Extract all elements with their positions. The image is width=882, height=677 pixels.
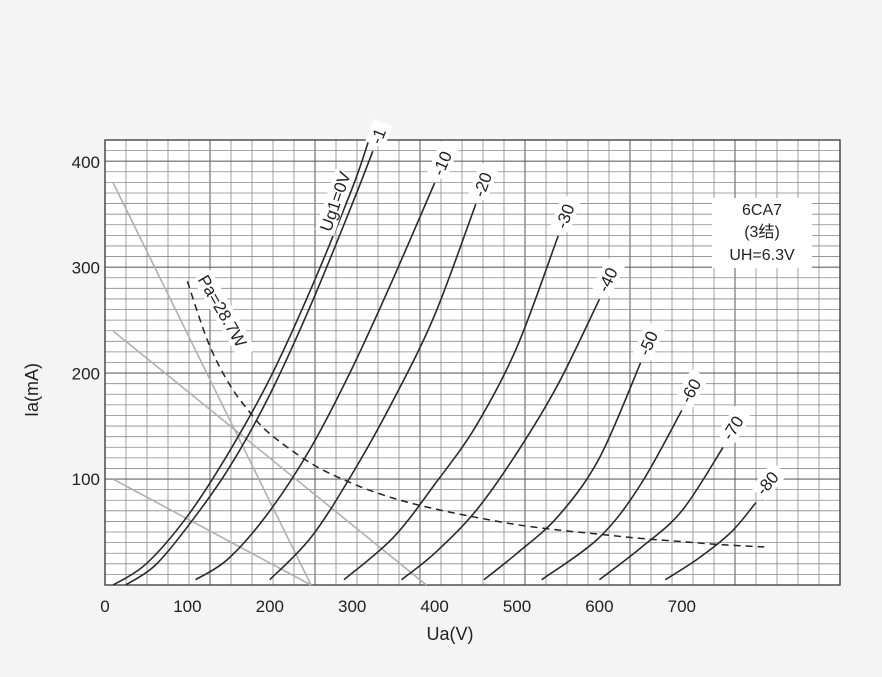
info-heater: UH=6.3V <box>729 247 795 264</box>
power-limit-curve <box>186 281 765 548</box>
y-tick-label: 400 <box>72 153 100 172</box>
power-limit-label-bg <box>192 269 257 360</box>
curve-label-bg <box>750 461 788 501</box>
curve-line <box>483 362 642 581</box>
curve-line <box>598 447 724 581</box>
curve-line <box>401 298 601 581</box>
y-tick-label: 300 <box>72 259 100 278</box>
curve-label-bg <box>468 162 499 202</box>
y-tick-label: 100 <box>72 470 100 489</box>
load-lines <box>112 182 427 586</box>
x-tick-label: 700 <box>668 597 696 616</box>
x-axis-title: Ua(V) <box>426 624 473 644</box>
curve-line <box>269 203 477 581</box>
info-tube: 6CA7 <box>742 202 782 219</box>
curve-label-bg <box>592 257 626 297</box>
curve-label-bg <box>633 321 665 361</box>
x-tick-label: 300 <box>338 597 366 616</box>
curve-label-bg <box>365 118 393 149</box>
curve-label-group: -30 <box>550 194 582 234</box>
load-line <box>112 182 312 586</box>
curve-line <box>343 235 559 581</box>
plot-frame <box>104 139 841 586</box>
tick-labels: 0 100 200 300 400 500 600 700 100 200 300 400 <box>72 153 696 616</box>
x-tick-label: 0 <box>100 597 109 616</box>
curve-label-bg <box>674 368 709 409</box>
y-axis-title: Ia(mA) <box>22 363 42 417</box>
info-mode: (3结) <box>744 223 780 241</box>
curve-label-group: -50 <box>633 321 665 361</box>
curve-line <box>664 501 757 581</box>
x-tick-label: 600 <box>585 597 613 616</box>
curve-label-bg <box>716 405 752 446</box>
curve-label-bg <box>550 194 582 234</box>
curve-label-group: -1 <box>365 118 393 149</box>
curve-label: -1 <box>367 126 390 147</box>
curves: Ug1=0V-1-10-20-30-40-50-60-70-80 <box>112 118 788 586</box>
x-tick-label: 100 <box>173 597 201 616</box>
curve-line <box>125 150 374 586</box>
load-line <box>112 478 312 586</box>
curve-label-bg <box>427 141 459 181</box>
info-box: 6CA7 (3结) UH=6.3V <box>712 198 812 268</box>
x-tick-label: 200 <box>256 597 284 616</box>
curve-line <box>195 182 436 581</box>
load-line <box>112 330 427 586</box>
x-tick-label: 400 <box>420 597 448 616</box>
y-tick-label: 200 <box>72 364 100 383</box>
curve-label-bg <box>314 168 355 236</box>
curve-line <box>112 140 370 586</box>
curve-line <box>541 410 683 581</box>
x-tick-label: 500 <box>503 597 531 616</box>
